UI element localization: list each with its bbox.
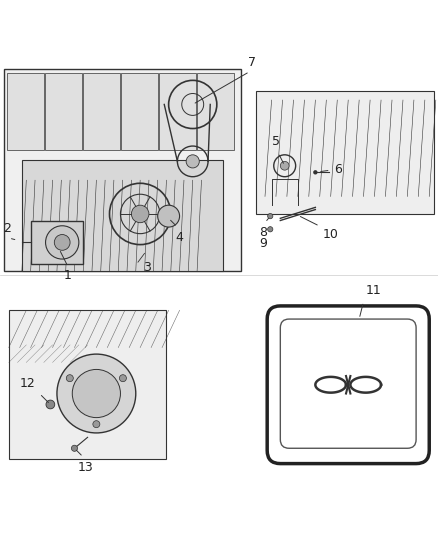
Bar xyxy=(256,91,434,214)
Circle shape xyxy=(46,400,55,409)
Circle shape xyxy=(71,445,78,451)
Text: 1: 1 xyxy=(64,269,72,282)
Circle shape xyxy=(186,155,199,168)
Bar xyxy=(197,74,234,150)
Bar xyxy=(159,74,196,150)
Text: 10: 10 xyxy=(323,229,339,241)
Bar xyxy=(4,69,241,271)
Circle shape xyxy=(313,170,318,174)
Circle shape xyxy=(46,226,79,259)
Text: 3: 3 xyxy=(143,261,151,274)
Circle shape xyxy=(268,227,273,232)
Bar xyxy=(31,221,83,264)
Circle shape xyxy=(131,205,149,223)
Bar xyxy=(7,74,44,150)
Text: 8: 8 xyxy=(259,226,267,239)
Text: 2: 2 xyxy=(3,222,11,235)
Text: 13: 13 xyxy=(78,461,94,473)
Text: 11: 11 xyxy=(366,284,382,297)
Text: 5: 5 xyxy=(272,135,280,148)
Circle shape xyxy=(72,369,120,418)
Circle shape xyxy=(268,214,273,219)
Circle shape xyxy=(93,421,100,427)
Text: 6: 6 xyxy=(334,163,342,176)
Text: 9: 9 xyxy=(259,237,267,250)
Circle shape xyxy=(66,375,73,382)
Text: 4: 4 xyxy=(176,231,184,244)
Circle shape xyxy=(57,354,136,433)
Bar xyxy=(121,74,158,150)
Text: 12: 12 xyxy=(20,377,36,390)
Bar xyxy=(22,160,223,271)
Bar xyxy=(45,74,82,150)
Bar xyxy=(9,310,166,459)
Circle shape xyxy=(120,375,127,382)
Circle shape xyxy=(280,161,289,170)
Text: 7: 7 xyxy=(248,55,256,69)
Circle shape xyxy=(54,235,70,251)
Circle shape xyxy=(158,205,180,227)
Bar xyxy=(83,74,120,150)
